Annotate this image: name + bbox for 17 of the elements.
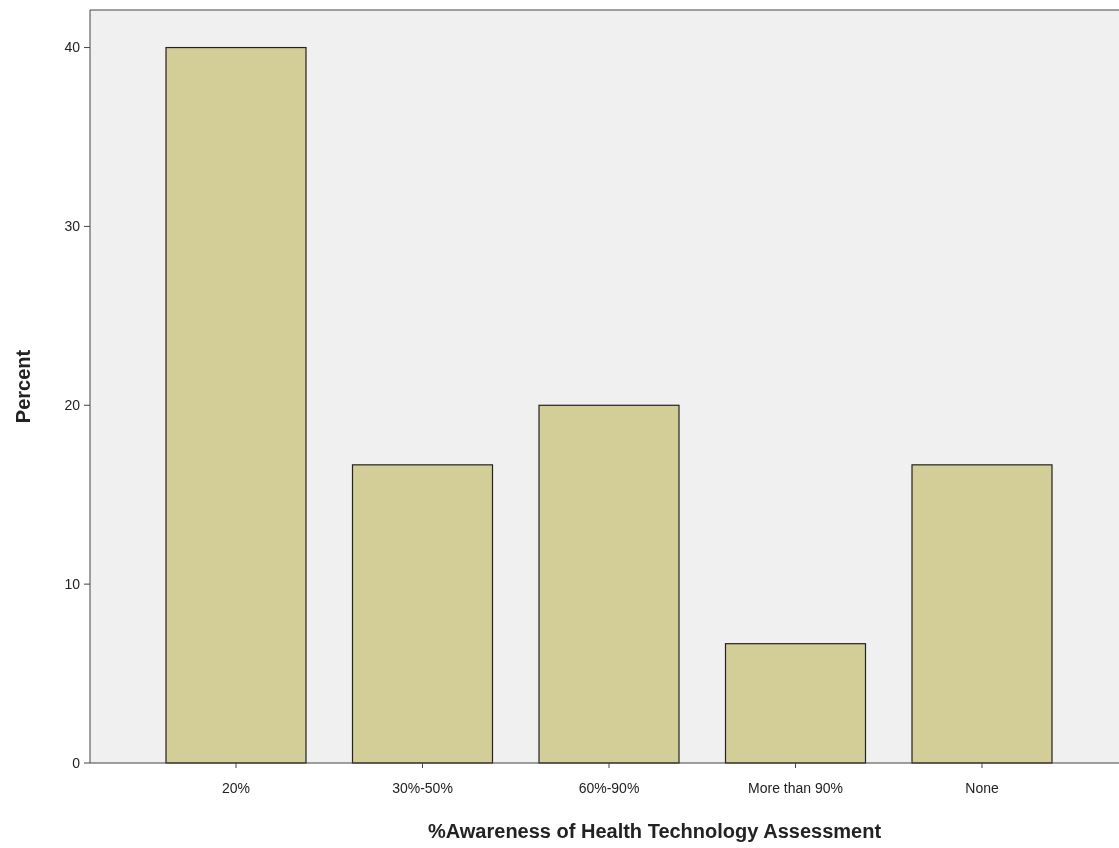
x-axis-title: %Awareness of Health Technology Assessment <box>427 820 882 842</box>
y-tick-label: 10 <box>64 576 81 593</box>
y-tick-label: 30 <box>64 218 81 235</box>
bar <box>724 643 867 764</box>
y-axis-title: Percent <box>12 349 34 424</box>
bar <box>351 464 494 764</box>
y-tick-label: 40 <box>64 39 81 56</box>
x-tick-label: 20% <box>221 780 251 796</box>
y-tick-label: 20 <box>64 397 81 414</box>
bar <box>538 404 680 764</box>
y-tick-label: 0 <box>72 754 81 771</box>
x-tick-label: More than 90% <box>748 780 843 796</box>
x-tick-label: 60%-90% <box>578 780 640 796</box>
x-tick-label: None <box>965 780 999 796</box>
bar <box>165 46 307 764</box>
bar <box>911 464 1053 764</box>
x-tick-label: 30%-50% <box>392 780 453 796</box>
